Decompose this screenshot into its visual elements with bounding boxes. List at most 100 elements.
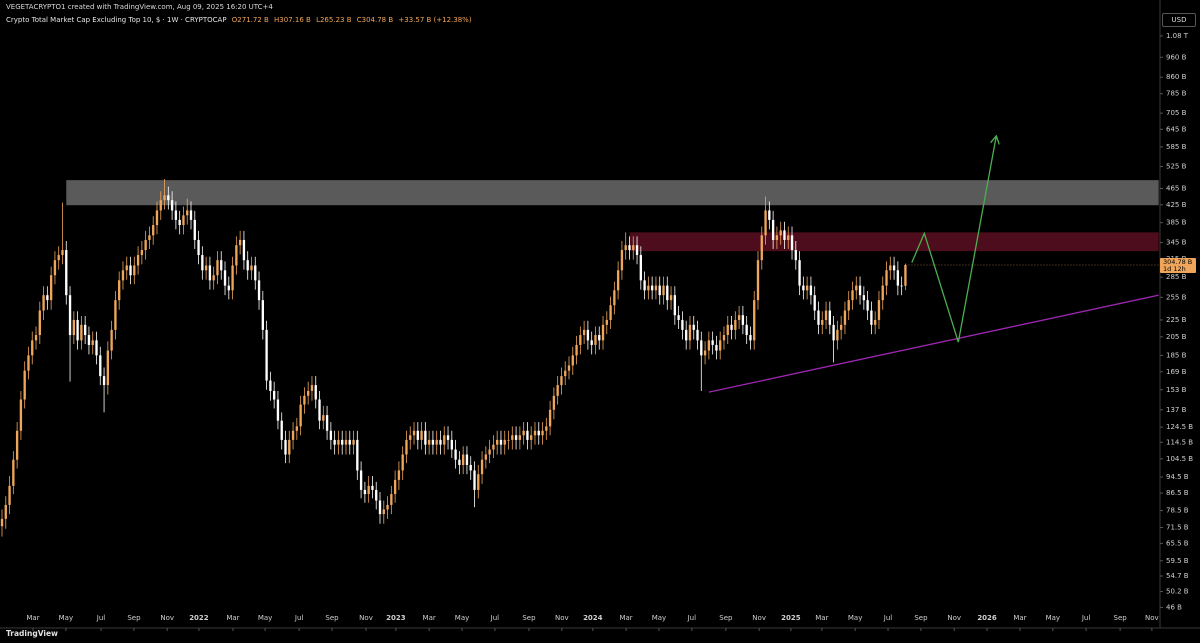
candle-body xyxy=(484,454,488,460)
candle-body xyxy=(439,439,442,445)
x-tick-label: May xyxy=(258,614,272,622)
x-tick-label: Sep xyxy=(719,614,733,622)
candle-body xyxy=(405,439,408,455)
candle-body xyxy=(242,239,246,261)
candle-body xyxy=(541,430,544,436)
candle-body xyxy=(216,260,219,276)
candle-body xyxy=(726,324,729,336)
candle-body xyxy=(753,300,756,341)
candle-body xyxy=(571,355,574,366)
x-tick-label: Jul xyxy=(490,614,500,622)
candle-body xyxy=(737,315,741,320)
x-tick-label: May xyxy=(848,614,862,622)
candle-body xyxy=(722,335,726,341)
candle-body xyxy=(703,350,707,356)
y-tick-label: 185 B xyxy=(1166,351,1187,359)
candle-body xyxy=(144,239,147,251)
x-tick-label: Jul xyxy=(687,614,697,622)
candle-body xyxy=(49,275,53,301)
candle-body xyxy=(775,235,779,240)
candle-body xyxy=(435,439,438,445)
candle-body xyxy=(771,219,775,240)
candle-body xyxy=(518,435,522,440)
candle-body xyxy=(832,324,835,341)
candle-body xyxy=(711,340,714,345)
candle-body xyxy=(586,329,590,341)
candle-body xyxy=(197,239,200,256)
y-tick-label: 94.5 B xyxy=(1166,473,1189,481)
y-tick-label: 425 B xyxy=(1166,201,1187,209)
candle-body xyxy=(148,235,151,240)
candle-body xyxy=(601,324,605,341)
candle-body xyxy=(329,430,333,440)
candle-body xyxy=(231,265,234,291)
candle-body xyxy=(836,329,839,341)
y-tick-label: 153 B xyxy=(1166,386,1187,394)
candle-body xyxy=(548,409,552,427)
candle-body xyxy=(102,376,106,386)
candle-body xyxy=(669,295,673,301)
candle-body xyxy=(424,430,427,445)
candle-body xyxy=(885,270,888,286)
last-price-box xyxy=(1160,257,1196,273)
header: VEGETACRYPTO1 created with TradingView.c… xyxy=(6,3,273,11)
candle-body xyxy=(904,264,907,286)
candle-body xyxy=(15,430,19,460)
candle-body xyxy=(136,255,140,266)
candle-body xyxy=(238,239,242,246)
candle-body xyxy=(140,250,144,256)
candle-body xyxy=(851,290,854,301)
candle-body xyxy=(461,454,465,465)
candle-body xyxy=(469,464,472,471)
candle-body xyxy=(545,426,548,431)
candle-body xyxy=(692,324,695,330)
candle-body xyxy=(896,270,900,286)
y-tick-label: 59.5 B xyxy=(1166,557,1189,565)
candle-body xyxy=(431,439,435,445)
candle-body xyxy=(193,219,196,240)
candle-body xyxy=(473,470,476,490)
x-tick-label: Nov xyxy=(359,614,373,622)
y-tick-label: 705 B xyxy=(1166,109,1187,117)
candle-body xyxy=(0,518,4,527)
candle-body xyxy=(790,235,794,251)
candle-body xyxy=(341,439,344,445)
candle-body xyxy=(125,265,128,271)
candle-body xyxy=(564,370,567,377)
candle-body xyxy=(643,280,646,291)
candle-body xyxy=(189,210,193,220)
candle-body xyxy=(412,430,416,436)
candle-body xyxy=(620,250,624,271)
candle-body xyxy=(488,449,491,455)
candle-body xyxy=(265,329,268,381)
candle-body xyxy=(768,210,771,220)
x-tick-label: Mar xyxy=(423,614,436,622)
candle-body xyxy=(367,485,370,495)
candle-body xyxy=(579,335,582,345)
x-tick-label: Nov xyxy=(1145,614,1159,622)
currency[interactable]: USD xyxy=(1162,13,1196,27)
x-tick-label: Jul xyxy=(96,614,106,622)
candle-body xyxy=(34,335,38,341)
candle-body xyxy=(537,430,540,436)
candle-body xyxy=(817,310,820,325)
candle-body xyxy=(492,444,495,450)
candle-body xyxy=(783,230,786,240)
x-tick-label: Sep xyxy=(522,614,536,622)
candle-body xyxy=(106,350,110,386)
candle-body xyxy=(707,340,711,351)
candle-body xyxy=(696,329,699,341)
y-tick-label: 345 B xyxy=(1166,239,1187,247)
x-tick-label: Jul xyxy=(294,614,304,622)
candle-body xyxy=(375,489,378,501)
candle-body xyxy=(288,439,291,455)
x-tick-label: May xyxy=(59,614,73,622)
candle-body xyxy=(877,300,881,320)
candle-body xyxy=(881,285,884,301)
x-tick-label: Mar xyxy=(226,614,239,622)
candle-body xyxy=(870,310,873,325)
candle-body xyxy=(616,270,620,291)
candle-body xyxy=(874,319,877,325)
